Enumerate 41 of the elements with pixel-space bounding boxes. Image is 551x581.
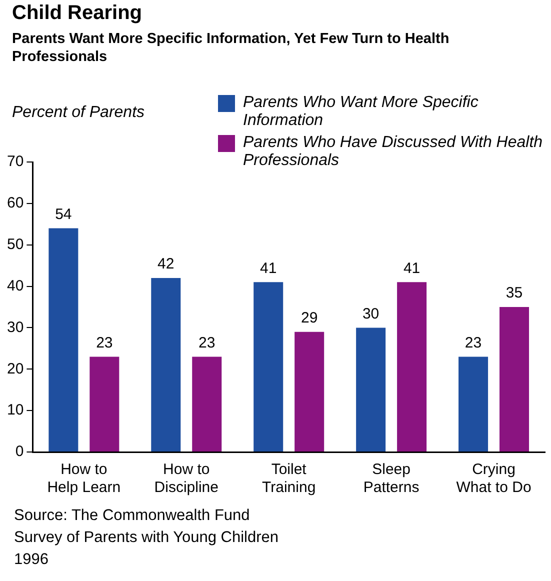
source-note: Source: The Commonwealth Fund xyxy=(14,506,251,526)
y-axis-title: Percent of Parents xyxy=(12,104,145,122)
data-label: 23 xyxy=(96,334,113,352)
bar xyxy=(151,278,181,452)
chart-subtitle: Parents Want More Specific Information, Yet Few Turn to Health Professionals xyxy=(12,30,450,66)
text: Survey of Parents with Young Children xyxy=(14,528,279,548)
x-tick-label: How to Help Learn xyxy=(47,461,121,496)
y-tick-label: 20 xyxy=(6,360,24,378)
data-label: 42 xyxy=(158,256,174,273)
y-tick-label: 70 xyxy=(6,153,24,170)
bar xyxy=(254,282,284,452)
data-label: 30 xyxy=(362,305,380,322)
bar xyxy=(90,356,120,452)
text: 1996 xyxy=(14,550,50,570)
y-tick-label: 50 xyxy=(6,236,24,253)
x-tick-label: How to Discipline xyxy=(154,461,218,496)
bar xyxy=(397,282,427,452)
data-label: 54 xyxy=(55,206,72,223)
data-label: 29 xyxy=(300,310,318,326)
data-label: 41 xyxy=(260,260,277,277)
bar xyxy=(458,356,488,452)
x-tick-label: Crying What to Do xyxy=(456,461,532,496)
y-tick-label: 40 xyxy=(6,277,24,294)
chart-title: Child Rearing xyxy=(12,2,142,25)
bar xyxy=(192,356,222,452)
y-tick-label: 10 xyxy=(6,402,24,419)
y-tick-label: 30 xyxy=(6,318,24,336)
legend-label: Parents Who Have Discussed With Health Professionals xyxy=(243,134,544,170)
data-label: 35 xyxy=(506,284,523,302)
bar xyxy=(500,307,530,452)
y-tick-label: 60 xyxy=(6,194,24,212)
bar xyxy=(294,332,324,452)
data-label: 41 xyxy=(403,260,420,277)
data-label: 23 xyxy=(464,334,482,352)
legend-label: Parents Who Want More Specific Information xyxy=(243,94,480,130)
y-tick-label: 0 xyxy=(15,443,24,460)
x-tick-label: Toilet Training xyxy=(262,461,316,496)
bar xyxy=(356,328,386,452)
x-tick-label: Sleep Patterns xyxy=(363,461,420,496)
data-label: 23 xyxy=(198,334,216,352)
bar xyxy=(48,228,78,452)
